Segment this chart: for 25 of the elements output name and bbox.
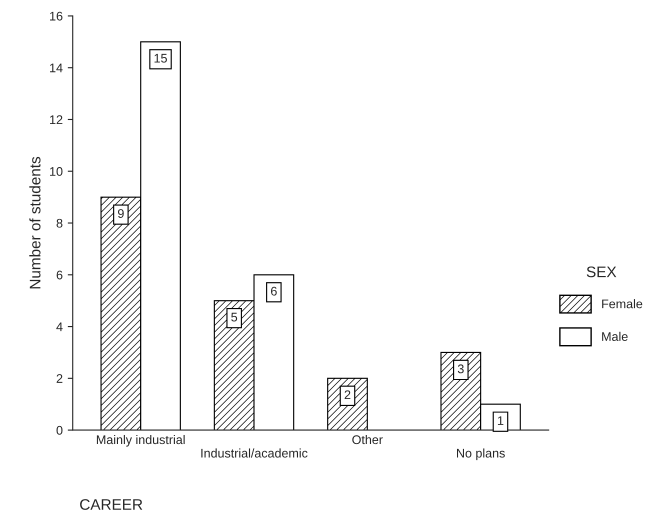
y-tick-label: 6 [56,270,62,280]
data-label: 6 [271,286,277,296]
data-label: 1 [498,416,504,425]
x-tick-label: Mainly industrial [96,434,185,447]
x-tick-label: Industrial/academic [201,448,308,458]
x-tick-label: Other [352,434,383,444]
data-label: 3 [458,364,464,374]
data-label: 9 [118,209,124,218]
legend-label: Male [602,332,628,341]
data-label: 2 [344,390,350,400]
legend-label: Female [602,299,642,308]
y-axis-title: Number of students [29,156,41,288]
x-tick-label: No plans [457,448,505,460]
y-tick-label: 0 [56,426,62,435]
y-tick-label: 4 [56,322,63,332]
y-tick-label: 8 [56,218,62,228]
y-tick-label: 10 [50,167,62,176]
data-label: 5 [231,312,238,322]
data-label: 15 [154,54,167,63]
y-tick-label: 16 [50,12,62,21]
y-tick-label: 12 [50,115,62,124]
y-tick-label: 14 [50,64,63,72]
x-axis-title: CAREER [80,499,142,510]
y-tick-label: 2 [56,374,62,383]
legend-title: SEX [586,266,616,278]
